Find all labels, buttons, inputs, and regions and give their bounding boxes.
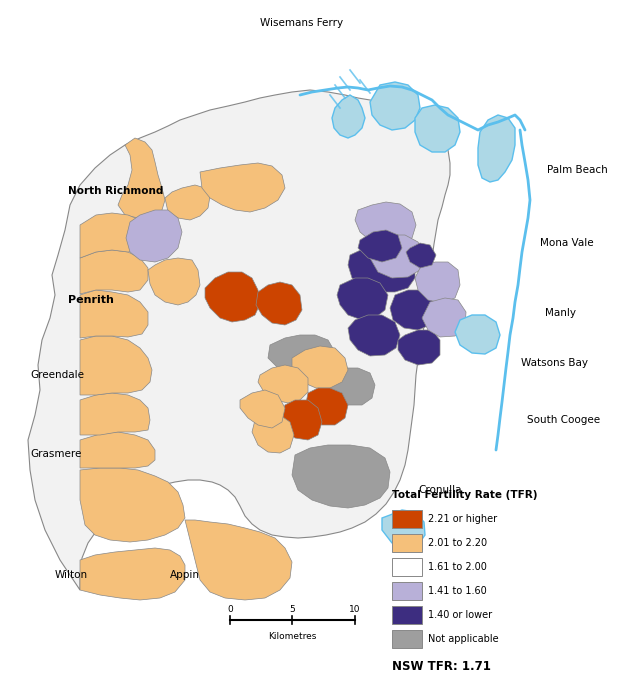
Text: 10: 10 bbox=[349, 605, 361, 614]
Polygon shape bbox=[80, 468, 185, 542]
Text: Cronulla: Cronulla bbox=[418, 485, 462, 495]
Bar bbox=[392, 534, 422, 552]
Bar bbox=[392, 510, 422, 528]
Polygon shape bbox=[80, 393, 150, 435]
Text: Not applicable: Not applicable bbox=[428, 634, 499, 644]
Text: Watsons Bay: Watsons Bay bbox=[521, 358, 588, 368]
Text: Greendale: Greendale bbox=[30, 370, 84, 380]
Polygon shape bbox=[28, 90, 450, 590]
Polygon shape bbox=[240, 390, 285, 428]
Text: Penrith: Penrith bbox=[68, 295, 114, 305]
Polygon shape bbox=[80, 336, 152, 395]
Polygon shape bbox=[205, 272, 260, 322]
Text: Kilometres: Kilometres bbox=[268, 632, 316, 641]
Bar bbox=[392, 582, 422, 600]
Text: North Richmond: North Richmond bbox=[68, 186, 163, 196]
Text: 2.01 to 2.20: 2.01 to 2.20 bbox=[428, 538, 487, 548]
Polygon shape bbox=[337, 278, 388, 320]
Polygon shape bbox=[118, 138, 165, 218]
Text: Appin: Appin bbox=[170, 570, 200, 580]
Polygon shape bbox=[280, 400, 322, 440]
Polygon shape bbox=[80, 548, 185, 600]
Polygon shape bbox=[382, 510, 425, 548]
Polygon shape bbox=[422, 298, 466, 337]
Polygon shape bbox=[80, 213, 148, 258]
Bar bbox=[392, 606, 422, 624]
Polygon shape bbox=[256, 282, 302, 325]
Polygon shape bbox=[348, 245, 415, 292]
Polygon shape bbox=[320, 368, 375, 405]
Polygon shape bbox=[165, 185, 210, 220]
Polygon shape bbox=[126, 210, 182, 262]
Polygon shape bbox=[406, 243, 436, 268]
Polygon shape bbox=[390, 290, 435, 330]
Text: Manly: Manly bbox=[545, 308, 576, 318]
Text: Wilton: Wilton bbox=[55, 570, 88, 580]
Text: 0: 0 bbox=[227, 605, 233, 614]
Polygon shape bbox=[148, 258, 200, 305]
Polygon shape bbox=[355, 202, 416, 245]
Text: NSW TFR: 1.71: NSW TFR: 1.71 bbox=[392, 660, 491, 673]
Polygon shape bbox=[415, 262, 460, 303]
Text: Palm Beach: Palm Beach bbox=[547, 165, 607, 175]
Polygon shape bbox=[80, 290, 148, 338]
Polygon shape bbox=[292, 445, 390, 508]
Bar bbox=[392, 558, 422, 576]
Polygon shape bbox=[292, 346, 348, 388]
Polygon shape bbox=[368, 235, 424, 278]
Text: Total Fertility Rate (TFR): Total Fertility Rate (TFR) bbox=[392, 490, 538, 500]
Polygon shape bbox=[80, 432, 155, 468]
Text: 5: 5 bbox=[289, 605, 295, 614]
Polygon shape bbox=[358, 230, 402, 262]
Bar bbox=[392, 630, 422, 648]
Text: Mona Vale: Mona Vale bbox=[540, 238, 594, 248]
Text: 1.40 or lower: 1.40 or lower bbox=[428, 610, 492, 620]
Polygon shape bbox=[185, 520, 292, 600]
Polygon shape bbox=[305, 388, 348, 425]
Polygon shape bbox=[478, 115, 515, 182]
Polygon shape bbox=[332, 95, 365, 138]
Polygon shape bbox=[268, 335, 335, 378]
Polygon shape bbox=[258, 365, 308, 403]
Text: 1.61 to 2.00: 1.61 to 2.00 bbox=[428, 562, 487, 572]
Polygon shape bbox=[415, 105, 460, 152]
Polygon shape bbox=[200, 163, 285, 212]
Polygon shape bbox=[370, 82, 420, 130]
Text: South Coogee: South Coogee bbox=[527, 415, 600, 425]
Polygon shape bbox=[348, 315, 400, 356]
Text: Wisemans Ferry: Wisemans Ferry bbox=[260, 18, 344, 28]
Polygon shape bbox=[80, 250, 148, 294]
Text: 1.41 to 1.60: 1.41 to 1.60 bbox=[428, 586, 487, 596]
Text: Grasmere: Grasmere bbox=[30, 449, 82, 459]
Polygon shape bbox=[252, 415, 294, 453]
Polygon shape bbox=[398, 330, 440, 365]
Text: 2.21 or higher: 2.21 or higher bbox=[428, 514, 497, 524]
Polygon shape bbox=[455, 315, 500, 354]
